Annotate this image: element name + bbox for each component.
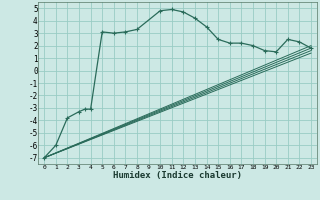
- X-axis label: Humidex (Indice chaleur): Humidex (Indice chaleur): [113, 171, 242, 180]
